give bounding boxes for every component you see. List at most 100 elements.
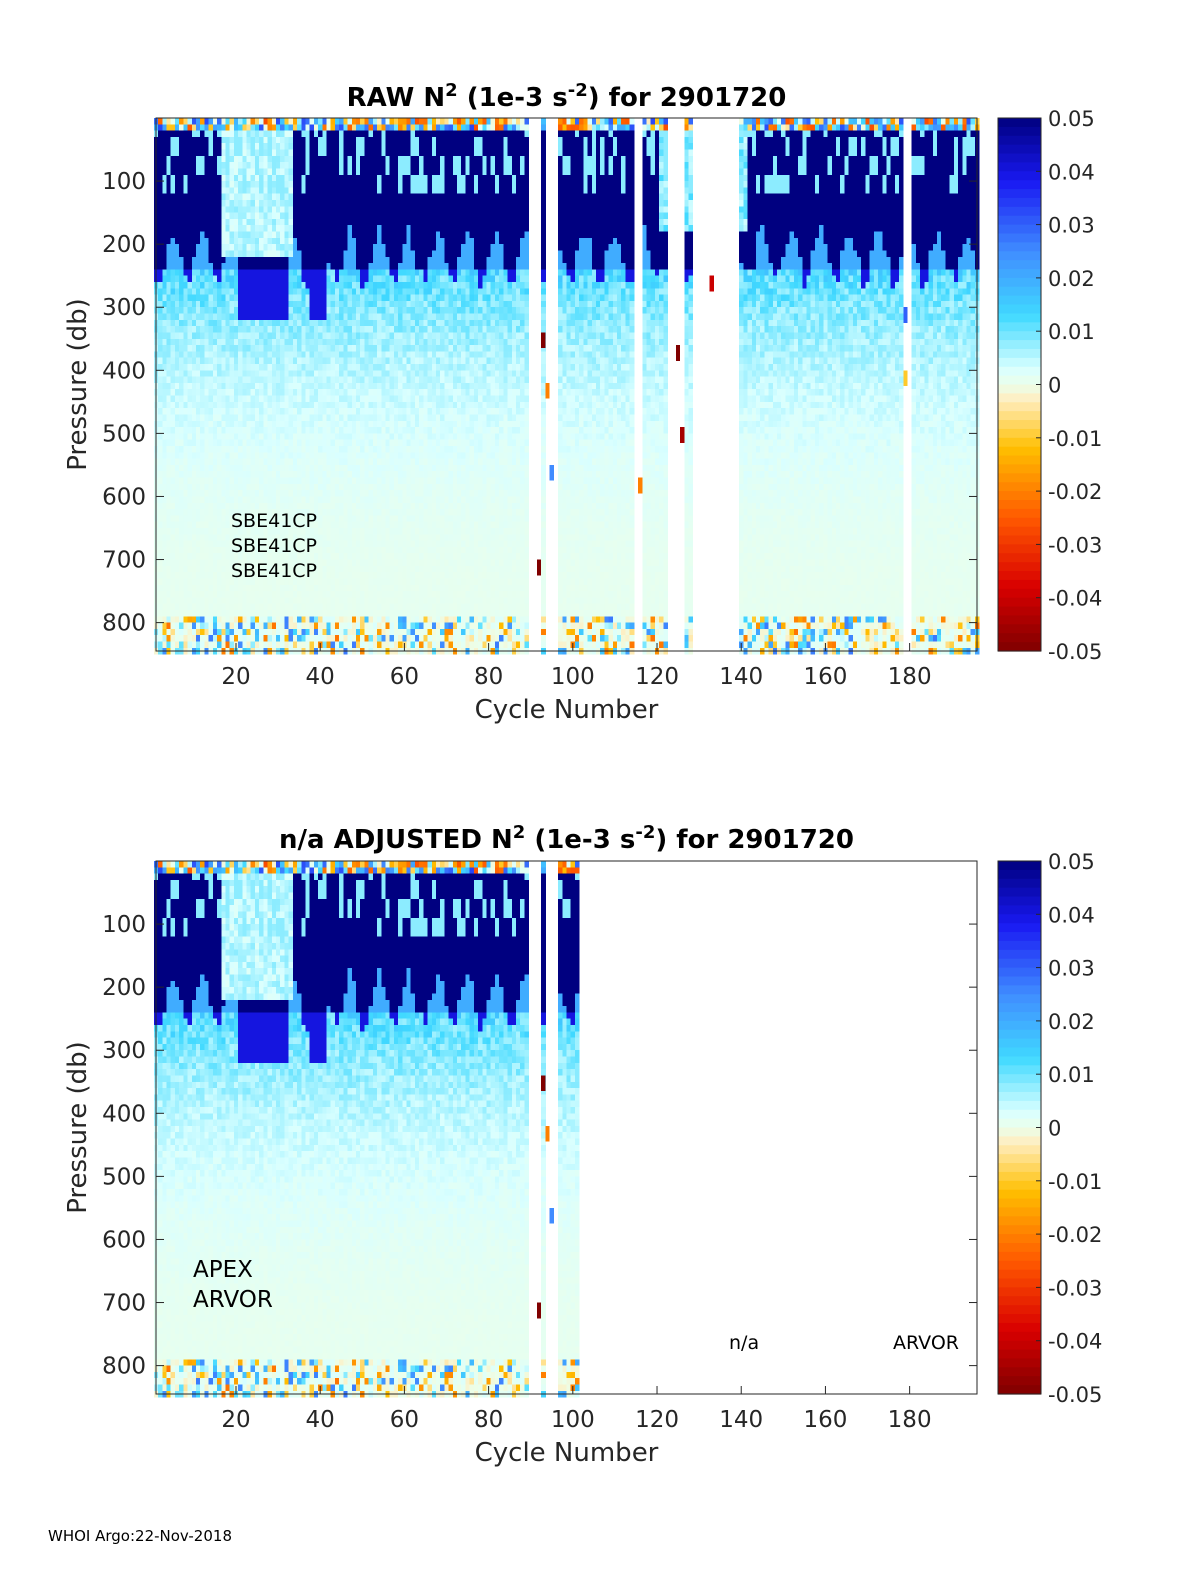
heatmap-cell (275, 282, 281, 289)
heatmap-cell (284, 244, 290, 251)
heatmap-cell (250, 263, 256, 270)
heatmap-cell (259, 540, 264, 548)
heatmap-cell (191, 143, 197, 150)
heatmap-cell (208, 326, 214, 333)
heatmap-cell (267, 338, 273, 346)
heatmap-cell (246, 559, 252, 567)
heatmap-cell (389, 256, 395, 264)
heatmap-cell (191, 168, 197, 176)
heatmap-cell (275, 143, 281, 150)
heatmap-cell (389, 225, 395, 232)
heatmap-cell (385, 521, 391, 529)
heatmap-cell (309, 263, 315, 270)
heatmap-cell (208, 118, 214, 125)
heatmap-cell (271, 300, 277, 308)
heatmap-cell (183, 244, 188, 251)
heatmap-cell (326, 162, 332, 169)
heatmap-cell (162, 282, 167, 289)
heatmap-cell (238, 218, 243, 226)
heatmap-cell (238, 490, 243, 497)
heatmap-cell (179, 206, 184, 214)
heatmap-cell (250, 458, 256, 466)
heatmap-cell (351, 572, 357, 579)
heatmap-cell (212, 263, 218, 270)
heatmap-cell (162, 483, 167, 491)
heatmap-cell (200, 458, 205, 466)
heatmap-cell (398, 395, 403, 403)
heatmap-cell (351, 521, 357, 529)
heatmap-cell (313, 174, 319, 182)
heatmap-cell (322, 509, 327, 516)
heatmap-cell (275, 307, 281, 314)
heatmap-cell (267, 300, 273, 308)
heatmap-cell (347, 502, 353, 510)
heatmap-cell (170, 149, 176, 157)
heatmap-cell (322, 174, 327, 182)
heatmap-cell (309, 237, 315, 245)
heatmap-cell (301, 610, 306, 617)
heatmap-cell (158, 610, 163, 617)
heatmap-cell (229, 275, 235, 283)
heatmap-cell (351, 338, 357, 346)
heatmap-cell (254, 572, 260, 579)
heatmap-cell (183, 641, 188, 649)
heatmap-cell (292, 628, 298, 636)
heatmap-cell (191, 237, 197, 245)
heatmap-cell (368, 288, 374, 296)
heatmap-cell (360, 490, 365, 497)
heatmap-cell (174, 610, 180, 617)
heatmap-cell (364, 458, 370, 466)
heatmap-cell (318, 502, 323, 510)
heatmap-cell (263, 338, 268, 346)
heatmap-cell (208, 528, 214, 535)
heatmap-cell (217, 319, 222, 327)
heatmap-cell (263, 401, 268, 409)
heatmap-cell (221, 364, 226, 371)
heatmap-cell (183, 452, 188, 460)
heatmap-cell (309, 420, 315, 428)
heatmap-cell (280, 155, 285, 163)
heatmap-cell (330, 174, 336, 182)
heatmap-cell (351, 389, 357, 396)
heatmap-cell (200, 521, 205, 529)
heatmap-cell (204, 559, 210, 567)
heatmap-cell (372, 193, 378, 201)
heatmap-cell (246, 433, 252, 441)
heatmap-cell (389, 616, 395, 624)
heatmap-cell (393, 414, 399, 422)
heatmap-cell (389, 502, 395, 510)
heatmap-cell (372, 370, 378, 378)
heatmap-cell (381, 162, 386, 169)
heatmap-cell (377, 187, 382, 195)
heatmap-cell (225, 364, 231, 371)
heatmap-cell (267, 622, 273, 630)
heatmap-cell (275, 559, 281, 567)
heatmap-cell (233, 162, 239, 169)
heatmap-cell (326, 332, 332, 340)
heatmap-cell (191, 433, 197, 441)
heatmap-cell (280, 168, 285, 176)
heatmap-cell (385, 231, 391, 239)
heatmap-cell (326, 168, 332, 176)
heatmap-cell (271, 515, 277, 523)
heatmap-cell (208, 458, 214, 466)
heatmap-cell (246, 603, 252, 611)
heatmap-cell (191, 174, 197, 182)
heatmap-cell (364, 414, 370, 422)
heatmap-cell (280, 319, 285, 327)
heatmap-cell (229, 534, 235, 542)
heatmap-cell (263, 622, 268, 630)
heatmap-cell (250, 452, 256, 460)
heatmap-cell (385, 534, 391, 542)
heatmap-cell (233, 364, 239, 371)
heatmap-cell (355, 509, 361, 516)
heatmap-cell (347, 622, 353, 630)
heatmap-cell (398, 307, 403, 314)
heatmap-cell (347, 124, 353, 132)
heatmap-cell (238, 181, 243, 188)
heatmap-cell (339, 288, 344, 296)
heatmap-cell (238, 155, 243, 163)
heatmap-cell (284, 206, 290, 214)
heatmap-cell (204, 136, 210, 144)
heatmap-cell (339, 628, 344, 636)
